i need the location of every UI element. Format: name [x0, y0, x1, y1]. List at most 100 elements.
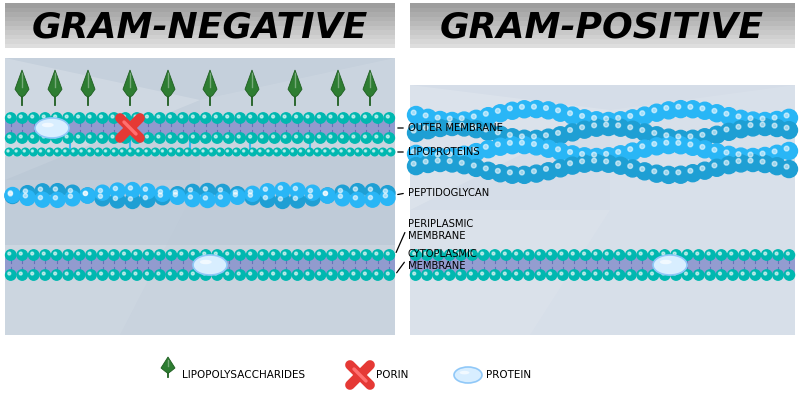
Circle shape [552, 104, 569, 121]
Circle shape [546, 250, 557, 260]
Circle shape [98, 113, 108, 123]
Circle shape [386, 252, 390, 255]
Circle shape [640, 128, 645, 132]
Circle shape [184, 148, 192, 156]
Circle shape [772, 115, 777, 120]
Circle shape [338, 133, 349, 143]
Circle shape [784, 146, 789, 151]
Circle shape [281, 270, 291, 280]
Circle shape [772, 162, 777, 166]
Circle shape [234, 190, 238, 194]
Polygon shape [81, 70, 95, 97]
Circle shape [582, 252, 586, 255]
Circle shape [315, 270, 326, 280]
Circle shape [720, 108, 738, 125]
Circle shape [492, 138, 509, 155]
Circle shape [169, 135, 171, 138]
Circle shape [258, 250, 268, 260]
Circle shape [290, 193, 305, 208]
Circle shape [361, 270, 371, 280]
Circle shape [576, 121, 593, 138]
Circle shape [433, 270, 443, 280]
Polygon shape [123, 70, 137, 97]
Circle shape [361, 133, 371, 143]
Bar [410, 34, 795, 39]
Circle shape [6, 133, 16, 143]
Circle shape [588, 119, 605, 136]
Circle shape [407, 124, 425, 141]
Circle shape [724, 150, 729, 155]
Polygon shape [410, 85, 610, 210]
Circle shape [174, 192, 178, 197]
Circle shape [467, 270, 478, 280]
Circle shape [235, 113, 246, 123]
Circle shape [569, 250, 579, 260]
Circle shape [431, 119, 449, 136]
Circle shape [120, 113, 130, 123]
Circle shape [226, 135, 229, 138]
Circle shape [30, 115, 34, 118]
Circle shape [110, 183, 125, 198]
Circle shape [519, 141, 524, 145]
Circle shape [174, 190, 178, 194]
Circle shape [153, 150, 155, 152]
Circle shape [431, 155, 449, 172]
Circle shape [246, 250, 257, 260]
Polygon shape [530, 210, 795, 335]
Circle shape [419, 156, 437, 173]
Circle shape [616, 161, 621, 166]
Circle shape [146, 272, 148, 275]
Circle shape [435, 272, 438, 275]
Circle shape [208, 148, 216, 156]
Circle shape [223, 133, 234, 143]
Circle shape [724, 160, 729, 165]
Circle shape [672, 166, 690, 183]
Circle shape [744, 149, 762, 166]
Circle shape [38, 196, 42, 200]
Circle shape [470, 272, 472, 275]
Circle shape [306, 252, 309, 255]
Circle shape [230, 187, 245, 202]
Circle shape [120, 250, 130, 260]
Circle shape [592, 158, 597, 163]
Circle shape [51, 270, 62, 280]
Circle shape [99, 115, 102, 118]
Circle shape [39, 150, 42, 152]
Circle shape [750, 270, 761, 280]
Circle shape [423, 151, 428, 156]
Circle shape [600, 113, 617, 130]
Circle shape [166, 113, 177, 123]
Bar [410, 3, 795, 8]
Circle shape [423, 159, 428, 164]
Circle shape [640, 166, 645, 171]
Circle shape [617, 252, 619, 255]
Circle shape [65, 252, 68, 255]
Circle shape [413, 252, 416, 255]
Circle shape [305, 185, 320, 200]
Circle shape [170, 187, 185, 202]
Circle shape [560, 272, 563, 275]
Circle shape [760, 159, 765, 164]
Circle shape [270, 250, 280, 260]
Circle shape [606, 272, 608, 275]
Circle shape [158, 193, 162, 197]
Circle shape [753, 272, 755, 275]
Circle shape [249, 252, 252, 255]
Circle shape [5, 188, 20, 202]
Bar [410, 21, 795, 26]
Circle shape [507, 132, 512, 137]
Circle shape [166, 270, 177, 280]
Circle shape [74, 270, 85, 280]
Circle shape [652, 130, 657, 135]
Circle shape [424, 272, 427, 275]
Circle shape [88, 252, 91, 255]
Circle shape [137, 150, 139, 152]
Circle shape [636, 140, 653, 157]
Circle shape [490, 270, 500, 280]
Circle shape [516, 101, 533, 118]
Circle shape [125, 183, 140, 198]
Circle shape [459, 123, 464, 128]
Circle shape [512, 270, 522, 280]
Circle shape [757, 113, 774, 130]
Circle shape [786, 272, 790, 275]
